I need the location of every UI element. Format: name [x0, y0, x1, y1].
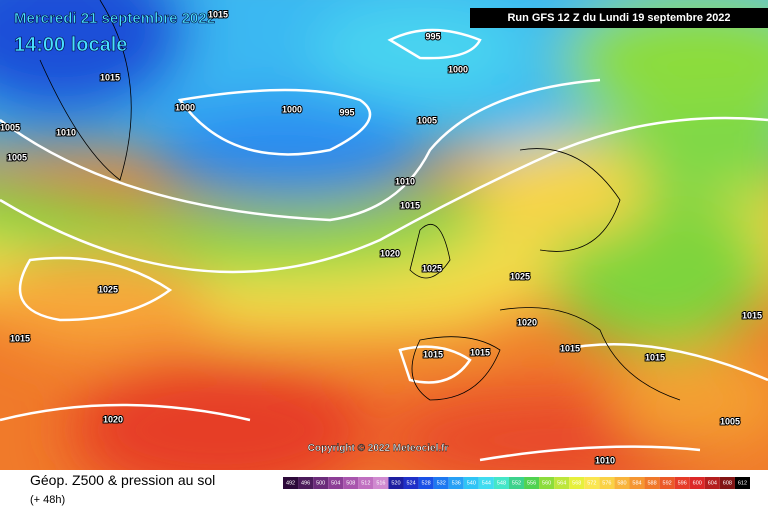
legend-swatch	[659, 477, 675, 489]
legend-label: 588	[647, 480, 656, 486]
footer-subtitle: (+ 48h)	[30, 494, 65, 506]
legend-label: 500	[316, 480, 325, 486]
isobar-label: 995	[339, 107, 354, 117]
legend-label: 584	[632, 480, 641, 486]
isobar-label: 1015	[423, 349, 443, 359]
legend-swatch	[418, 477, 434, 489]
legend-swatch	[734, 477, 750, 489]
legend-swatch	[433, 477, 449, 489]
legend-swatch	[569, 477, 585, 489]
legend-label: 504	[331, 480, 340, 486]
legend-label: 556	[527, 480, 536, 486]
legend-swatch	[614, 477, 630, 489]
legend-swatch	[599, 477, 615, 489]
legend-swatch	[539, 477, 555, 489]
legend-label: 572	[587, 480, 596, 486]
legend-swatch	[358, 477, 374, 489]
legend-swatch	[403, 477, 419, 489]
legend-swatch	[493, 477, 509, 489]
legend-swatch	[343, 477, 359, 489]
legend-swatch	[719, 477, 735, 489]
legend-label: 608	[723, 480, 732, 486]
run-info: Run GFS 12 Z du Lundi 19 septembre 2022	[507, 12, 730, 24]
run-banner	[470, 8, 768, 28]
legend-swatch	[554, 477, 570, 489]
legend-label: 536	[452, 480, 461, 486]
legend-swatch	[704, 477, 720, 489]
isobar-label: 1015	[560, 343, 580, 353]
isobar-label: 1020	[103, 414, 123, 424]
legend-label: 512	[361, 480, 370, 486]
isobar-label: 1005	[7, 152, 27, 162]
legend-label: 560	[542, 480, 551, 486]
legend-swatch	[283, 477, 299, 489]
legend-label: 524	[406, 480, 415, 486]
isobar-label: 1025	[510, 271, 530, 281]
legend-label: 516	[376, 480, 385, 486]
legend-label: 592	[663, 480, 672, 486]
isobar-label: 1020	[380, 248, 400, 258]
isobar-label: 1015	[742, 310, 762, 320]
legend: 492 496 500 504 508 512 516 520 524 528 532 536 540 5…	[283, 477, 750, 489]
legend-label: 496	[301, 480, 310, 486]
isobar-label: 1005	[720, 416, 740, 426]
legend-swatch	[644, 477, 660, 489]
isobar-label: 1025	[422, 263, 442, 273]
legend-swatch	[478, 477, 494, 489]
footer-title: Géop. Z500 & pression au sol	[30, 472, 215, 488]
isobar-label: 1015	[100, 72, 120, 82]
isobar-label: 1015	[10, 333, 30, 343]
copyright: Copyright © 2022 Meteociel.fr	[308, 443, 449, 454]
legend-swatch	[674, 477, 690, 489]
isobar-label: 1015	[470, 347, 490, 357]
legend-swatch	[689, 477, 705, 489]
legend-label: 508	[346, 480, 355, 486]
isobar-label: 1015	[400, 200, 420, 210]
legend-label: 568	[572, 480, 581, 486]
legend-label: 612	[738, 480, 747, 486]
legend-label: 552	[512, 480, 521, 486]
legend-swatch	[584, 477, 600, 489]
isobar-label: 1015	[208, 9, 228, 19]
legend-label: 532	[437, 480, 446, 486]
isobar-label: 1000	[282, 104, 302, 114]
legend-label: 544	[482, 480, 491, 486]
isobar-label: 1000	[175, 102, 195, 112]
legend-label: 528	[422, 480, 431, 486]
legend-label: 600	[693, 480, 702, 486]
isobar-label: 995	[425, 31, 440, 41]
legend-swatch	[463, 477, 479, 489]
legend-label: 548	[497, 480, 506, 486]
time: 14:00 locale	[14, 34, 127, 56]
legend-label: 492	[286, 480, 295, 486]
legend-swatch	[629, 477, 645, 489]
isobar-label: 1000	[448, 64, 468, 74]
isobar-label: 1005	[417, 115, 437, 125]
date: Mercredi 21 septembre 2022	[14, 10, 215, 27]
isobar-label: 1010	[395, 176, 415, 186]
legend-swatch	[313, 477, 329, 489]
legend-label: 520	[391, 480, 400, 486]
legend-swatch	[448, 477, 464, 489]
legend-label: 576	[602, 480, 611, 486]
legend-label: 596	[678, 480, 687, 486]
isobar-label: 1020	[517, 317, 537, 327]
legend-swatch	[328, 477, 344, 489]
isobar-label: 1010	[595, 455, 615, 465]
legend-label: 540	[467, 480, 476, 486]
legend-swatch	[508, 477, 525, 489]
legend-label: 564	[557, 480, 566, 486]
isobar-label: 1015	[645, 352, 665, 362]
legend-swatch	[524, 477, 540, 489]
legend-swatch	[373, 477, 389, 489]
legend-label: 604	[708, 480, 717, 486]
isobar-label: 1005	[0, 122, 20, 132]
isobar-label: 1025	[98, 284, 118, 294]
isobar-labels: 1015 995 1000 1015 1000 1000 995 1005 1005 1010 10…	[0, 8, 763, 466]
legend-swatch	[298, 477, 314, 489]
legend-label: 580	[617, 480, 626, 486]
legend-swatch	[388, 477, 404, 489]
isobar-label: 1010	[56, 127, 76, 137]
